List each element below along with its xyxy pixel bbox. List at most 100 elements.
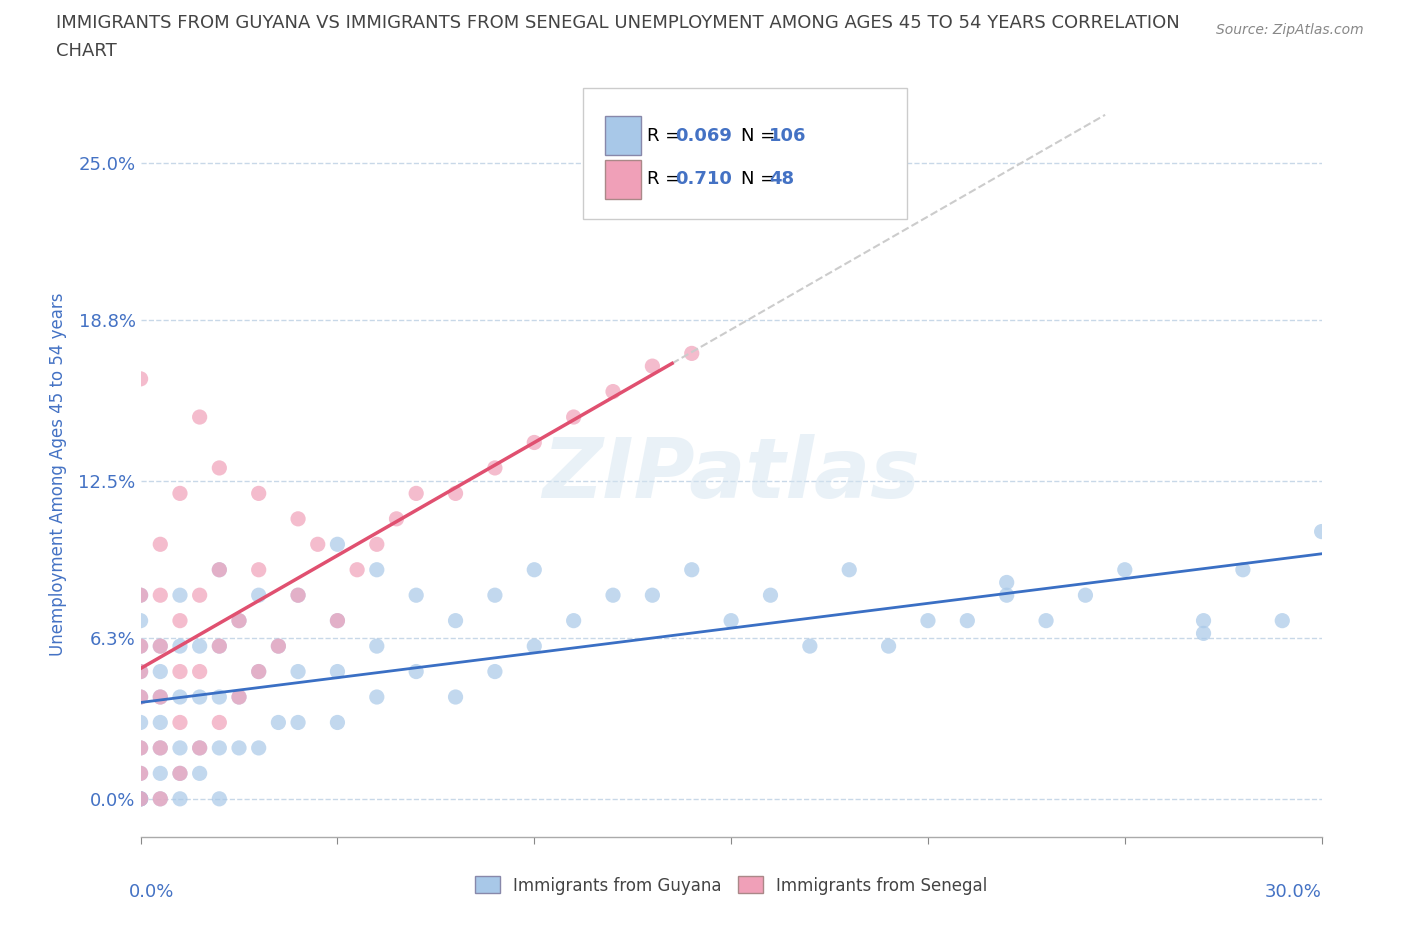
Point <box>169 740 191 755</box>
Point <box>287 512 309 526</box>
Point <box>129 740 152 755</box>
Point <box>247 664 270 679</box>
Text: IMMIGRANTS FROM GUYANA VS IMMIGRANTS FROM SENEGAL UNEMPLOYMENT AMONG AGES 45 TO : IMMIGRANTS FROM GUYANA VS IMMIGRANTS FRO… <box>56 14 1180 32</box>
Point <box>149 791 172 806</box>
Point <box>129 664 152 679</box>
Point <box>129 588 152 603</box>
Point <box>444 689 467 704</box>
Point <box>307 537 329 551</box>
Point <box>129 791 152 806</box>
Point <box>188 689 211 704</box>
Point <box>129 766 152 781</box>
Point <box>326 613 349 628</box>
Point <box>523 563 546 578</box>
Point <box>169 766 191 781</box>
Point <box>1310 525 1333 539</box>
Point <box>188 409 211 424</box>
Point <box>169 766 191 781</box>
Point <box>1192 613 1215 628</box>
Point <box>188 740 211 755</box>
Point <box>405 664 427 679</box>
Point <box>129 791 152 806</box>
Text: 48: 48 <box>769 170 794 189</box>
Point <box>228 689 250 704</box>
Point <box>1232 563 1254 578</box>
Point <box>759 588 782 603</box>
Point <box>247 740 270 755</box>
Point <box>129 791 152 806</box>
Point <box>129 613 152 628</box>
Point <box>129 371 152 386</box>
Point <box>149 664 172 679</box>
Point <box>149 791 172 806</box>
Point <box>995 588 1018 603</box>
Point <box>129 740 152 755</box>
Point <box>149 639 172 654</box>
Point <box>149 740 172 755</box>
Point <box>484 664 506 679</box>
Point <box>523 639 546 654</box>
Point <box>681 563 703 578</box>
Point <box>169 588 191 603</box>
Point <box>326 715 349 730</box>
Point <box>129 715 152 730</box>
Point <box>208 639 231 654</box>
Point <box>228 689 250 704</box>
Point <box>287 715 309 730</box>
Point <box>267 715 290 730</box>
Point <box>366 689 388 704</box>
Text: 0.710: 0.710 <box>675 170 731 189</box>
Point <box>444 486 467 501</box>
Point <box>129 766 152 781</box>
Point <box>346 563 368 578</box>
Point <box>1192 626 1215 641</box>
Point <box>385 512 408 526</box>
Point <box>602 384 624 399</box>
Text: R =: R = <box>647 126 686 145</box>
Text: R =: R = <box>647 170 686 189</box>
Point <box>149 715 172 730</box>
Point <box>169 715 191 730</box>
Point <box>129 639 152 654</box>
Text: 0.0%: 0.0% <box>129 883 174 901</box>
Point <box>562 409 585 424</box>
Point <box>405 588 427 603</box>
Point <box>208 639 231 654</box>
Point <box>326 664 349 679</box>
Point <box>681 346 703 361</box>
Point <box>129 791 152 806</box>
Point <box>838 563 860 578</box>
Point <box>956 613 979 628</box>
Point <box>129 689 152 704</box>
Point <box>149 588 172 603</box>
Point <box>228 613 250 628</box>
Point <box>169 486 191 501</box>
Point <box>267 639 290 654</box>
Point <box>149 740 172 755</box>
Point <box>149 537 172 551</box>
Point <box>228 740 250 755</box>
Point <box>208 563 231 578</box>
Point <box>129 639 152 654</box>
Text: ZIPatlas: ZIPatlas <box>543 433 920 515</box>
Point <box>366 639 388 654</box>
Point <box>641 588 664 603</box>
Text: N =: N = <box>741 126 780 145</box>
Point <box>129 791 152 806</box>
Point <box>208 563 231 578</box>
Text: 106: 106 <box>769 126 807 145</box>
Point <box>188 664 211 679</box>
Point <box>247 563 270 578</box>
Text: Source: ZipAtlas.com: Source: ZipAtlas.com <box>1216 23 1364 37</box>
Text: N =: N = <box>741 170 780 189</box>
Point <box>326 613 349 628</box>
Point <box>484 588 506 603</box>
Point <box>484 460 506 475</box>
Point <box>247 486 270 501</box>
Point <box>149 689 172 704</box>
Point <box>149 689 172 704</box>
Point <box>287 664 309 679</box>
Point <box>208 460 231 475</box>
Point <box>995 575 1018 590</box>
Point <box>877 639 900 654</box>
